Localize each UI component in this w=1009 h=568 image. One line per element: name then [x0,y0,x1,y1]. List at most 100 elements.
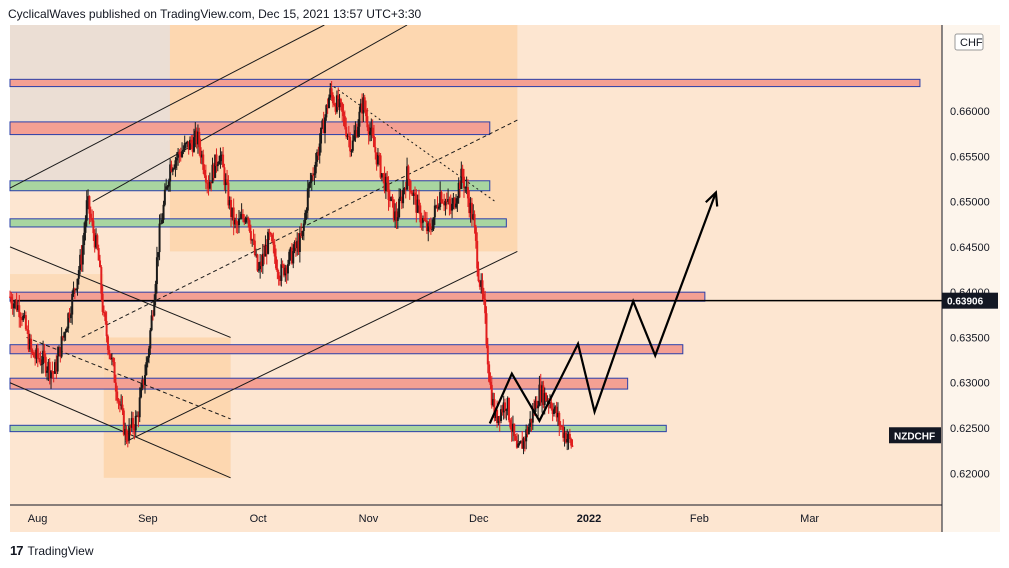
candle-body [326,105,329,108]
candle-body [407,166,410,180]
projection-path [488,190,719,424]
candle-body [486,345,489,365]
candle-body [219,155,222,162]
candle-body [50,371,53,379]
candle-body [415,194,418,213]
candle-body [403,188,406,190]
candle-body [421,218,424,223]
candle-body [362,97,365,114]
candle-body [253,240,256,256]
candle-body [249,231,252,241]
candle-body [338,99,341,108]
candle-body [260,261,263,267]
candle-body [494,409,497,418]
candle-body [488,364,491,382]
candle-body [284,267,287,276]
y-tick-label: 0.62500 [950,423,990,435]
candle-body [298,233,301,252]
candle-body [424,220,427,222]
candle-body [286,264,289,274]
candle-body [59,347,62,357]
current-price-tag [942,292,998,309]
candle-body [384,176,387,192]
candle-body [521,440,524,449]
candle-body [351,140,354,151]
candle-body [420,222,423,224]
candle-body [358,111,361,127]
channel-lower-line [125,250,518,443]
candle-body [20,317,23,321]
candle-body [451,203,454,211]
footer-brand[interactable]: 17 TradingView [10,543,94,558]
candle-body [208,181,211,189]
candle-body [26,329,29,331]
candle-body [302,223,305,231]
candle-body [480,280,483,287]
candle-body [559,425,562,427]
candle-body [552,409,555,414]
candle-body [75,289,78,291]
candle-body [441,202,444,204]
candle-body [243,218,246,223]
candle-body [256,254,259,271]
candle-body [410,190,413,193]
candle-body [189,139,192,150]
candle-body [461,168,464,177]
candle-body [9,296,11,298]
candle-body [150,315,153,331]
candle-body [474,226,477,241]
candle-body [429,226,432,230]
candle-body [77,270,80,279]
candle-body [79,254,82,271]
candle-body [267,231,270,254]
price-chart[interactable]: Aug Sep Oct Nov Dec 2022 Feb Mar 0.67000 0.66000… [0,25,1009,535]
candle-body [339,99,342,103]
candle-body [383,173,386,192]
candle-body [400,196,403,204]
candle-body [379,155,382,178]
candle-body [347,135,350,137]
candle-body [460,168,463,190]
candle-body [195,130,198,145]
candle-body [391,196,394,200]
candle-body [305,210,308,213]
candle-body [179,154,182,157]
candle-body [81,245,84,265]
candle-body [505,409,508,411]
projection-arrowhead [705,190,719,207]
candle-body [412,192,415,196]
candle-body [416,199,419,213]
candle-body [465,187,468,189]
candle-body [376,154,379,165]
candle-body [538,384,541,406]
resistance-zone [9,78,921,88]
candle-body [223,167,226,186]
candle-body [350,150,353,152]
candle-body [155,257,158,285]
candle-body [89,213,92,218]
candle-body [24,315,27,330]
candle-body [151,315,154,317]
y-axis: 0.670000.660000.655000.650000.645000.640… [889,25,1000,532]
candle-body [91,217,94,221]
candle-body [560,426,563,428]
candle-body [173,167,176,169]
candle-body [46,370,49,373]
candle-body [170,164,173,172]
candle-body [554,406,557,410]
support-zone [9,180,491,192]
candle-body [510,427,513,432]
candle-body [76,278,79,290]
candle-body [220,154,223,156]
candle-body [497,416,500,423]
candle-body [444,200,447,206]
candle-body [177,151,180,158]
candle-body [324,117,327,134]
candle-body [178,151,181,155]
candle-body [513,423,516,437]
candle-body [309,181,312,184]
candle-body [101,293,104,312]
candle-body [419,205,422,223]
candle-body [158,223,161,253]
candle-body [228,200,231,206]
